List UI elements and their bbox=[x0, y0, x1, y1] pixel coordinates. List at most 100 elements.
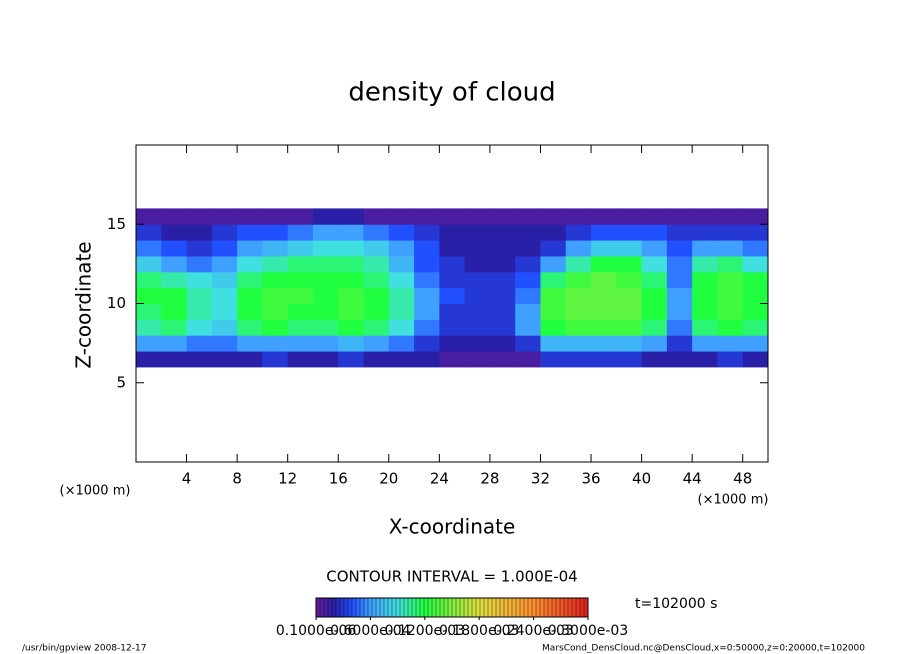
cell bbox=[616, 255, 643, 273]
colorbar-swatch bbox=[563, 597, 569, 618]
colorbar-swatch bbox=[575, 597, 581, 618]
cell bbox=[666, 224, 693, 241]
y-axis-label: Z-coordinate bbox=[72, 241, 96, 368]
cell bbox=[540, 319, 567, 336]
cell bbox=[464, 287, 491, 304]
colorbar-swatch bbox=[415, 597, 421, 618]
cell bbox=[464, 255, 491, 273]
colorbar-swatch bbox=[515, 597, 521, 618]
cell bbox=[641, 255, 668, 273]
cell bbox=[186, 271, 213, 289]
cell bbox=[136, 208, 162, 225]
cell bbox=[666, 208, 693, 225]
colorbar-swatch bbox=[363, 597, 369, 618]
cell bbox=[363, 240, 390, 257]
cell bbox=[136, 287, 162, 304]
cell bbox=[211, 271, 238, 289]
colorbar-swatch bbox=[375, 597, 381, 618]
cell bbox=[186, 287, 213, 304]
cell bbox=[287, 240, 314, 257]
cell bbox=[262, 319, 289, 336]
cell bbox=[237, 271, 263, 289]
cell bbox=[565, 255, 592, 273]
y-tick-label: 5 bbox=[116, 373, 126, 391]
cell bbox=[287, 208, 314, 225]
cell bbox=[312, 303, 339, 320]
cell bbox=[692, 208, 718, 225]
cell bbox=[312, 287, 339, 304]
cell bbox=[388, 351, 415, 368]
cell bbox=[211, 351, 238, 368]
cell bbox=[515, 303, 541, 320]
cell bbox=[388, 208, 415, 225]
cell bbox=[287, 319, 314, 336]
colorbar-tick-label: 0.2400e-03 bbox=[493, 623, 573, 639]
cell bbox=[666, 351, 693, 368]
colorbar-swatch bbox=[387, 597, 393, 618]
colorbar-swatch bbox=[399, 597, 405, 618]
cell bbox=[717, 224, 744, 241]
cell bbox=[717, 303, 744, 320]
cell bbox=[489, 271, 516, 289]
cell bbox=[186, 351, 213, 368]
cell bbox=[616, 351, 643, 368]
colorbar-swatch bbox=[343, 597, 349, 618]
cell bbox=[666, 287, 693, 304]
cell bbox=[515, 208, 541, 225]
cell bbox=[717, 208, 744, 225]
cell bbox=[692, 351, 718, 368]
cell bbox=[414, 224, 440, 241]
cell bbox=[489, 287, 516, 304]
colorbar-swatch bbox=[551, 597, 557, 618]
colorbar-swatch bbox=[491, 597, 497, 618]
colorbar-swatch bbox=[327, 597, 333, 618]
cell bbox=[641, 271, 668, 289]
cell bbox=[439, 335, 466, 352]
y-tick-label: 10 bbox=[107, 294, 126, 312]
cell bbox=[161, 224, 188, 241]
x-tick-label: 8 bbox=[232, 470, 242, 488]
cell bbox=[312, 224, 339, 241]
cell bbox=[262, 255, 289, 273]
cell bbox=[414, 240, 440, 257]
cell bbox=[515, 287, 541, 304]
colorbar-swatch bbox=[319, 597, 325, 618]
cell bbox=[591, 208, 617, 225]
colorbar-swatch bbox=[371, 597, 377, 618]
cell bbox=[742, 224, 769, 241]
cell bbox=[692, 271, 718, 289]
cell bbox=[161, 255, 188, 273]
cell bbox=[237, 224, 263, 241]
x-tick-label: 4 bbox=[182, 470, 192, 488]
cell bbox=[565, 224, 592, 241]
x-tick-label: 28 bbox=[480, 470, 499, 488]
cell bbox=[565, 240, 592, 257]
x-tick-label: 24 bbox=[430, 470, 449, 488]
colorbar-swatch bbox=[379, 597, 385, 618]
colorbar-swatch bbox=[455, 597, 461, 618]
cell bbox=[338, 208, 365, 225]
cell bbox=[742, 287, 769, 304]
cell bbox=[591, 224, 617, 241]
cell bbox=[616, 287, 643, 304]
x-tick-label: 20 bbox=[379, 470, 398, 488]
cell bbox=[616, 208, 643, 225]
cell bbox=[515, 319, 541, 336]
cell bbox=[439, 271, 466, 289]
cell bbox=[237, 208, 263, 225]
cell bbox=[489, 224, 516, 241]
cell bbox=[211, 287, 238, 304]
cell bbox=[237, 351, 263, 368]
cell bbox=[717, 287, 744, 304]
cell bbox=[489, 240, 516, 257]
cell bbox=[616, 224, 643, 241]
colorbar-swatch bbox=[463, 597, 469, 618]
cell bbox=[464, 271, 491, 289]
cell bbox=[464, 240, 491, 257]
colorbar-swatch bbox=[459, 597, 465, 618]
colorbar-swatch bbox=[559, 597, 565, 618]
cell bbox=[363, 287, 390, 304]
cell bbox=[414, 319, 440, 336]
colorbar-swatch bbox=[439, 597, 445, 618]
cell bbox=[262, 303, 289, 320]
